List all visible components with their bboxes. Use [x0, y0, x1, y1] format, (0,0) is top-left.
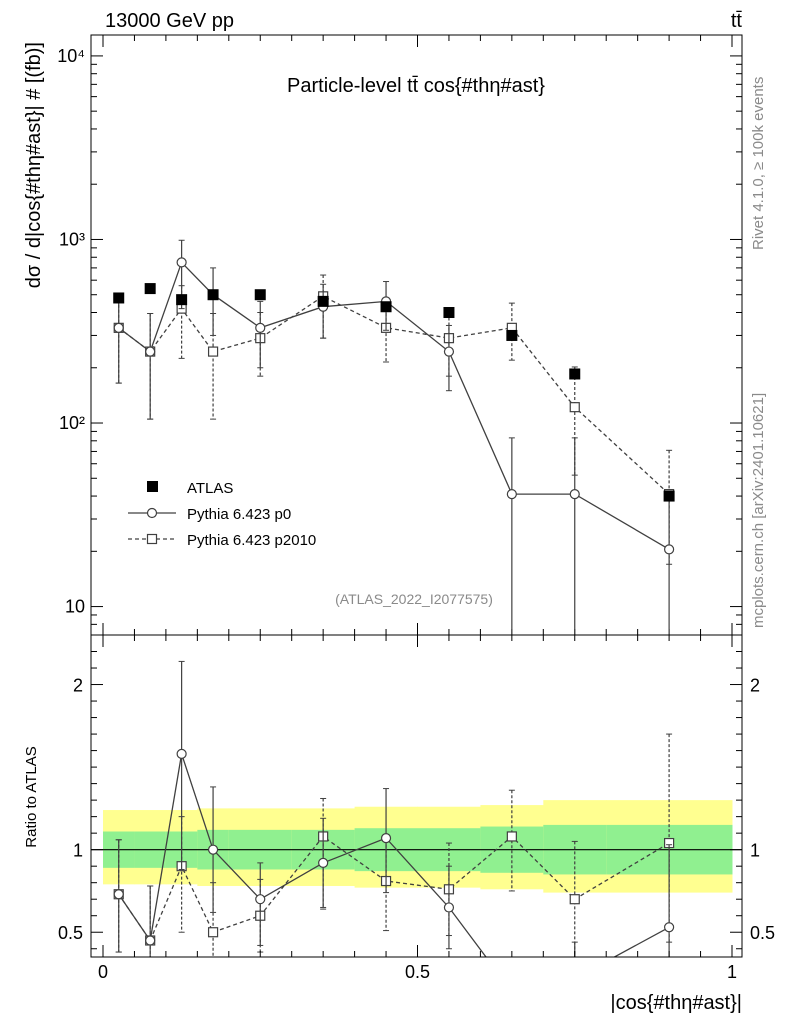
main-point-atlas — [569, 368, 581, 380]
ratio-y-axis: 0.5 0.5 1 1 2 2 — [58, 651, 775, 950]
ratio-panel: 0.5 0.51 12 2 0 0.5 1 — [58, 634, 775, 982]
ratio-point-p0 — [113, 889, 124, 900]
main-point-atlas — [207, 289, 219, 301]
main-point-atlas — [317, 295, 329, 307]
main-point-p0 — [663, 544, 675, 555]
x-axis-title: |cos{#thη#ast}| — [610, 992, 742, 1014]
main-point-atlas — [663, 490, 675, 502]
energy-label: 13000 GeV pp — [105, 10, 234, 32]
ratio-x-tick-label: 0 — [98, 962, 108, 982]
chart-title: Particle-level tt̄ cos{#thη#ast} — [287, 75, 545, 97]
main-series-layer — [113, 239, 675, 635]
legend: ATLAS Pythia 6.423 p0 Pythia 6.423 p2010 — [128, 480, 316, 549]
main-point-p0 — [176, 257, 187, 268]
ratio-plot-frame — [90, 634, 743, 958]
analysis-id: (ATLAS_2022_I2077575) — [335, 591, 493, 607]
legend-marker-p0 — [146, 507, 158, 519]
ratio-point-p0 — [207, 844, 219, 855]
ratio-series-layer — [113, 660, 675, 958]
ratio-y-tick-label-left: 1 — [73, 841, 83, 861]
uncertainty-bands — [103, 800, 733, 893]
main-point-p0 — [506, 488, 517, 500]
main-y-axis: 10 10² 10³ 10⁴ — [57, 46, 742, 636]
ratio-point-p0 — [318, 857, 329, 868]
ratio-y-tick-label-right: 0.5 — [750, 923, 775, 943]
ratio-point-p2010 — [569, 894, 580, 905]
main-y-tick-label: 10 — [65, 597, 85, 617]
ratio-y-tick-label-left: 2 — [73, 676, 83, 696]
ratio-point-p0 — [176, 748, 187, 759]
legend-marker-atlas — [147, 481, 158, 492]
main-point-p0 — [443, 346, 455, 357]
ratio-y-tick-label-right: 2 — [750, 676, 760, 696]
main-y-axis-title: dσ / d|cos{#thη#ast}| # [(fb)] — [23, 42, 45, 288]
ratio-point-p2010 — [207, 927, 219, 938]
main-point-p2010 — [207, 346, 219, 357]
main-x-axis — [102, 35, 733, 635]
main-point-atlas — [443, 307, 455, 319]
main-point-p0 — [145, 346, 156, 357]
ratio-point-p0 — [663, 922, 675, 933]
ratio-y-tick-label-left: 0.5 — [58, 923, 83, 943]
main-point-p0 — [255, 322, 266, 333]
main-point-atlas — [506, 329, 518, 341]
main-y-tick-label: 10³ — [59, 229, 85, 249]
rivet-version-label: Rivet 4.1.0, ≥ 100k events — [750, 77, 767, 250]
legend-label-atlas: ATLAS — [187, 480, 233, 497]
mcplots-label: mcplots.cern.ch [arXiv:2401.10621] — [750, 393, 767, 628]
ratio-y-axis-title: Ratio to ATLAS — [23, 746, 40, 847]
main-point-atlas — [144, 283, 156, 295]
main-y-tick-label: 10² — [59, 413, 85, 433]
main-point-p0 — [569, 488, 580, 500]
legend-label-p2010: Pythia 6.423 p2010 — [187, 532, 316, 549]
ratio-point-p0 — [443, 902, 455, 913]
ratio-point-p0 — [145, 935, 156, 946]
main-line-p2010 — [118, 295, 670, 495]
ratio-x-axis: 0 0.5 1 — [98, 635, 737, 982]
main-point-atlas — [254, 289, 266, 301]
process-label: tt̄ — [731, 10, 743, 32]
ratio-x-tick-label: 1 — [727, 962, 737, 982]
legend-label-p0: Pythia 6.423 p0 — [187, 506, 291, 523]
main-y-tick-label: 10⁴ — [57, 46, 85, 66]
ratio-point-p2010 — [506, 831, 517, 842]
ratio-point-p0 — [380, 833, 392, 844]
main-point-p0 — [113, 322, 124, 333]
main-point-p2010 — [569, 402, 580, 413]
ratio-y-tick-label-right: 1 — [750, 841, 760, 861]
main-point-atlas — [176, 294, 188, 306]
main-panel: 10 10² 10³ 10⁴ Particle-level tt̄ cos{#thη#… — [57, 34, 743, 636]
ratio-point-p0 — [255, 894, 266, 905]
main-point-atlas — [113, 292, 125, 304]
ratio-x-tick-label: 0.5 — [405, 962, 430, 982]
main-point-atlas — [380, 301, 392, 313]
legend-marker-p2010 — [146, 533, 158, 545]
